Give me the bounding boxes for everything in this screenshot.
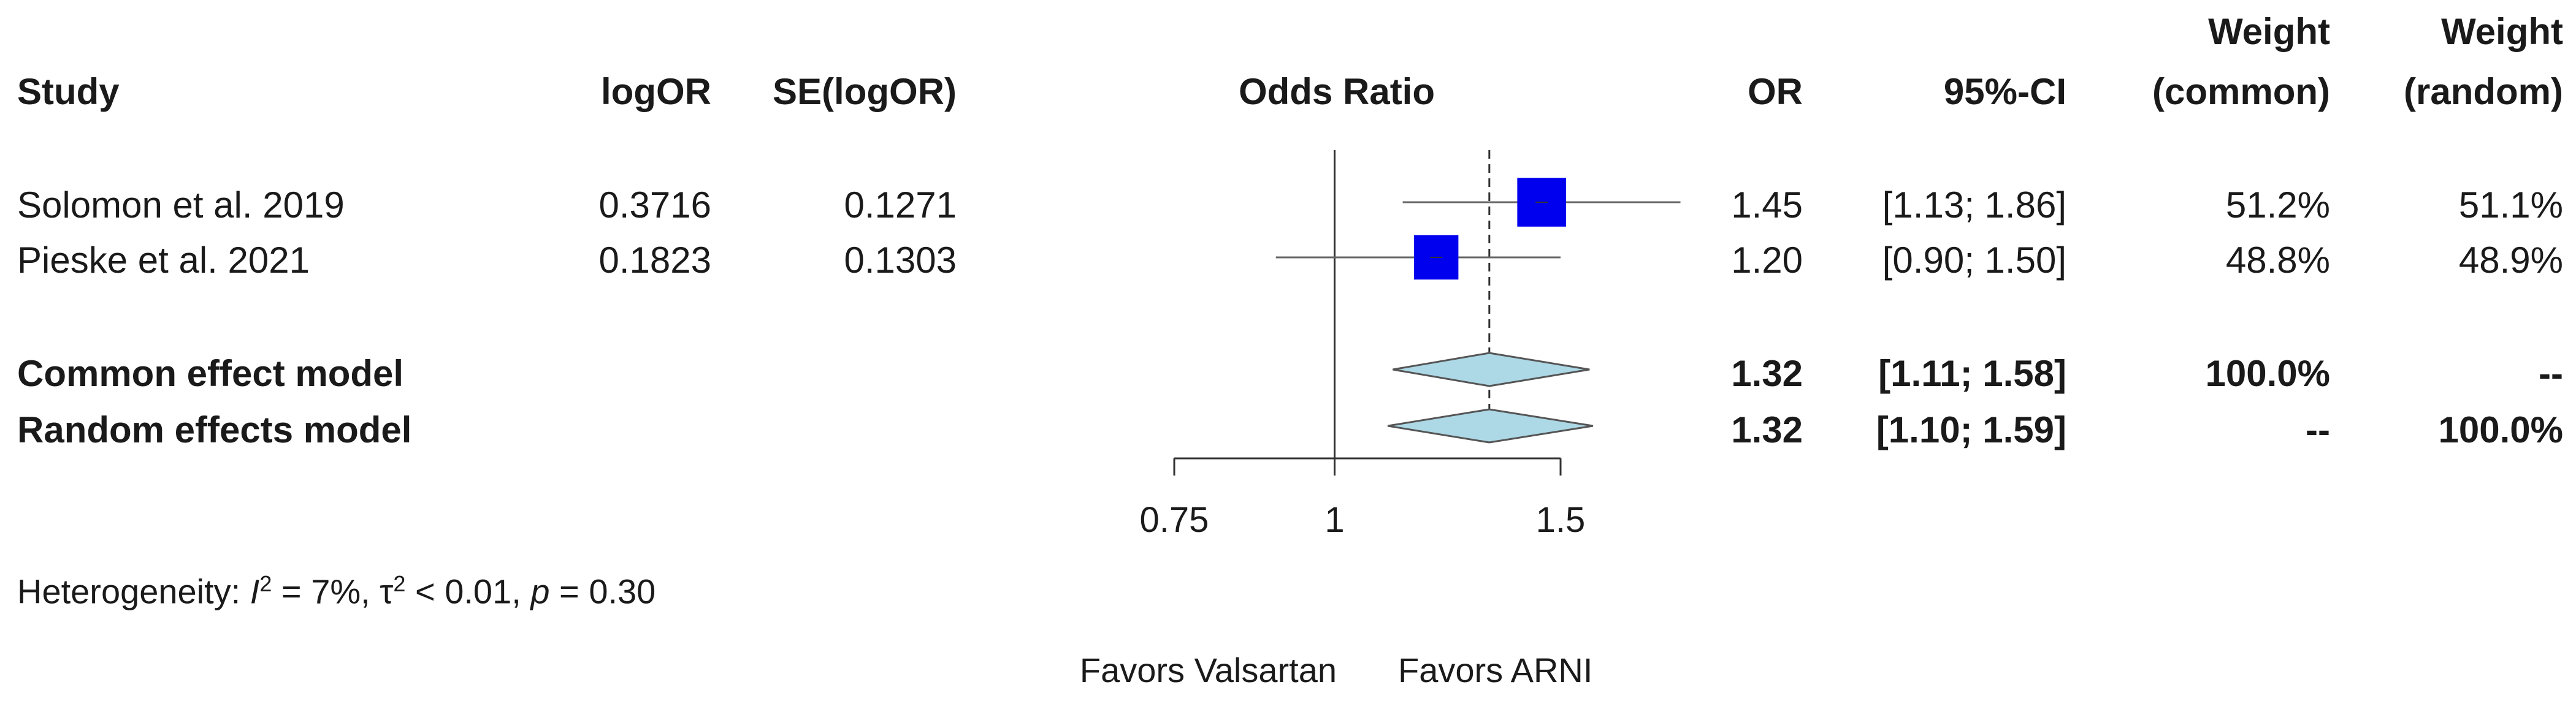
header-or: OR [1748,71,1803,112]
heterogeneity-text: Heterogeneity: I2 = 7%, τ2 < 0.01, p = 0… [17,571,656,611]
x-tick-label: 1.5 [1536,500,1586,540]
study-or: 1.20 [1731,240,1803,281]
model-or: 1.32 [1731,353,1803,394]
study-logor: 0.1823 [598,240,711,281]
model-ci: [1.10; 1.59] [1876,409,2066,450]
model-name: Common effect model [17,353,404,394]
header-weight-random-line2: (random) [2404,71,2563,112]
study-name: Solomon et al. 2019 [17,184,345,226]
model-weight-random: 100.0% [2438,409,2564,450]
favors-left-label: Favors Valsartan [1079,651,1337,689]
p-symbol: p [530,572,550,611]
header-logor: logOR [601,71,711,112]
study-weight-random: 51.1% [2458,184,2563,226]
study-or: 1.45 [1731,184,1803,226]
x-tick-label: 0.75 [1140,500,1209,540]
favors-right-label: Favors ARNI [1398,651,1593,689]
study-logor: 0.3716 [598,184,711,226]
header-study: Study [17,71,120,112]
study-ci: [1.13; 1.86] [1882,184,2066,226]
heterogeneity-label: Heterogeneity: [17,572,241,611]
model-or: 1.32 [1731,409,1803,450]
model-weight-common: -- [2306,409,2330,450]
header-weight-common-line1: Weight [2208,11,2330,52]
study-weight-common: 48.8% [2225,240,2330,281]
tau2-symbol: τ [380,572,394,611]
header-odds-ratio: Odds Ratio [1238,71,1435,112]
tau2-value: < 0.01, [405,572,531,611]
model-weight-random: -- [2539,353,2563,394]
study-se: 0.1303 [844,240,957,281]
x-tick-label: 1 [1324,500,1344,540]
p-value: = 0.30 [549,572,656,611]
study-weight-common: 51.2% [2225,184,2330,226]
header-weight-random-line1: Weight [2441,11,2563,52]
model-ci: [1.11; 1.58] [1878,353,2066,394]
model-diamond [1387,408,1594,444]
header-se: SE(logOR) [773,71,957,112]
study-se: 0.1271 [844,184,957,226]
study-weight-random: 48.9% [2458,240,2563,281]
header-weight-common-line2: (common) [2152,71,2330,112]
i2-symbol: I [250,572,260,611]
header-ci: 95%-CI [1943,71,2066,112]
model-name: Random effects model [17,409,412,450]
study-name: Pieske et al. 2021 [17,240,310,281]
model-diamond [1393,352,1590,387]
i2-value: = 7%, [272,572,380,611]
model-weight-common: 100.0% [2205,353,2331,394]
study-ci: [0.90; 1.50] [1882,240,2066,281]
